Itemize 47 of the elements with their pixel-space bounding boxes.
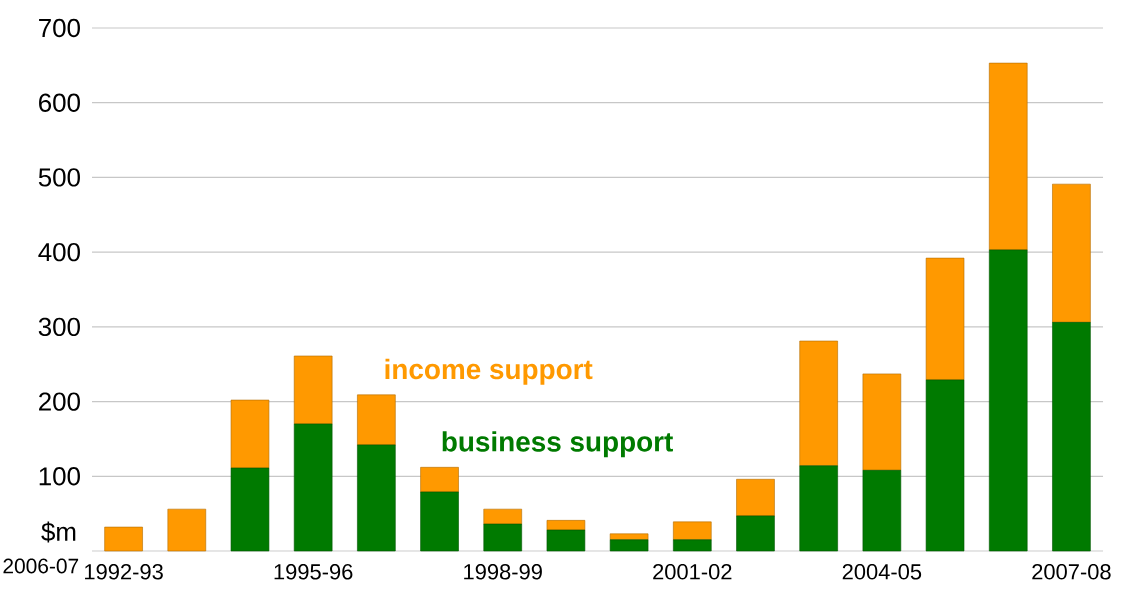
- y-tick-label: 600: [39, 93, 80, 112]
- x-tick-label: 1998-99: [464, 564, 542, 580]
- bar: [925, 379, 965, 552]
- bar: [483, 523, 522, 552]
- series-label: income support: [385, 358, 593, 385]
- series-label: business support: [442, 431, 673, 458]
- x-tick-label: 1992-93: [85, 564, 163, 580]
- x-tick-label: 2007-08: [1032, 564, 1111, 580]
- bar: [230, 399, 270, 469]
- bar: [483, 508, 522, 525]
- bar: [736, 515, 775, 552]
- bar: [546, 520, 586, 531]
- bar: [988, 249, 1028, 552]
- bar: [546, 529, 586, 552]
- bar: [736, 478, 775, 517]
- bar: [988, 62, 1028, 251]
- x-tick-label: 2004-05: [842, 564, 922, 580]
- y-tick-label: 700: [39, 18, 80, 38]
- bar: [609, 539, 649, 552]
- bar: [293, 423, 333, 552]
- bar: [357, 394, 396, 446]
- bar: [104, 526, 143, 552]
- text: 2006-07: [3, 558, 79, 574]
- y-tick-label: 200: [39, 392, 80, 411]
- bar: [673, 521, 712, 541]
- y-tick-label: 500: [38, 168, 80, 187]
- bar: [925, 257, 965, 381]
- bar: [1052, 322, 1091, 552]
- y-tick-label: 100: [39, 467, 80, 486]
- bar: [420, 491, 459, 552]
- x-tick-label: 2001-02: [653, 564, 732, 580]
- bar: [862, 470, 902, 552]
- bar: [673, 539, 712, 552]
- y-axis-title: $m: [41, 521, 76, 543]
- bar: [609, 533, 649, 541]
- bar: [357, 444, 396, 552]
- y-tick-label: 300: [38, 317, 80, 337]
- bar: [1052, 183, 1091, 323]
- bar: [799, 340, 838, 467]
- bar: [420, 467, 459, 493]
- bar: [293, 355, 333, 425]
- y-tick-label: 400: [38, 242, 80, 262]
- bar: [799, 465, 838, 552]
- bar: [862, 373, 902, 471]
- bar: [230, 467, 270, 552]
- x-tick-label: 1995-96: [274, 564, 353, 580]
- bar: [167, 508, 207, 552]
